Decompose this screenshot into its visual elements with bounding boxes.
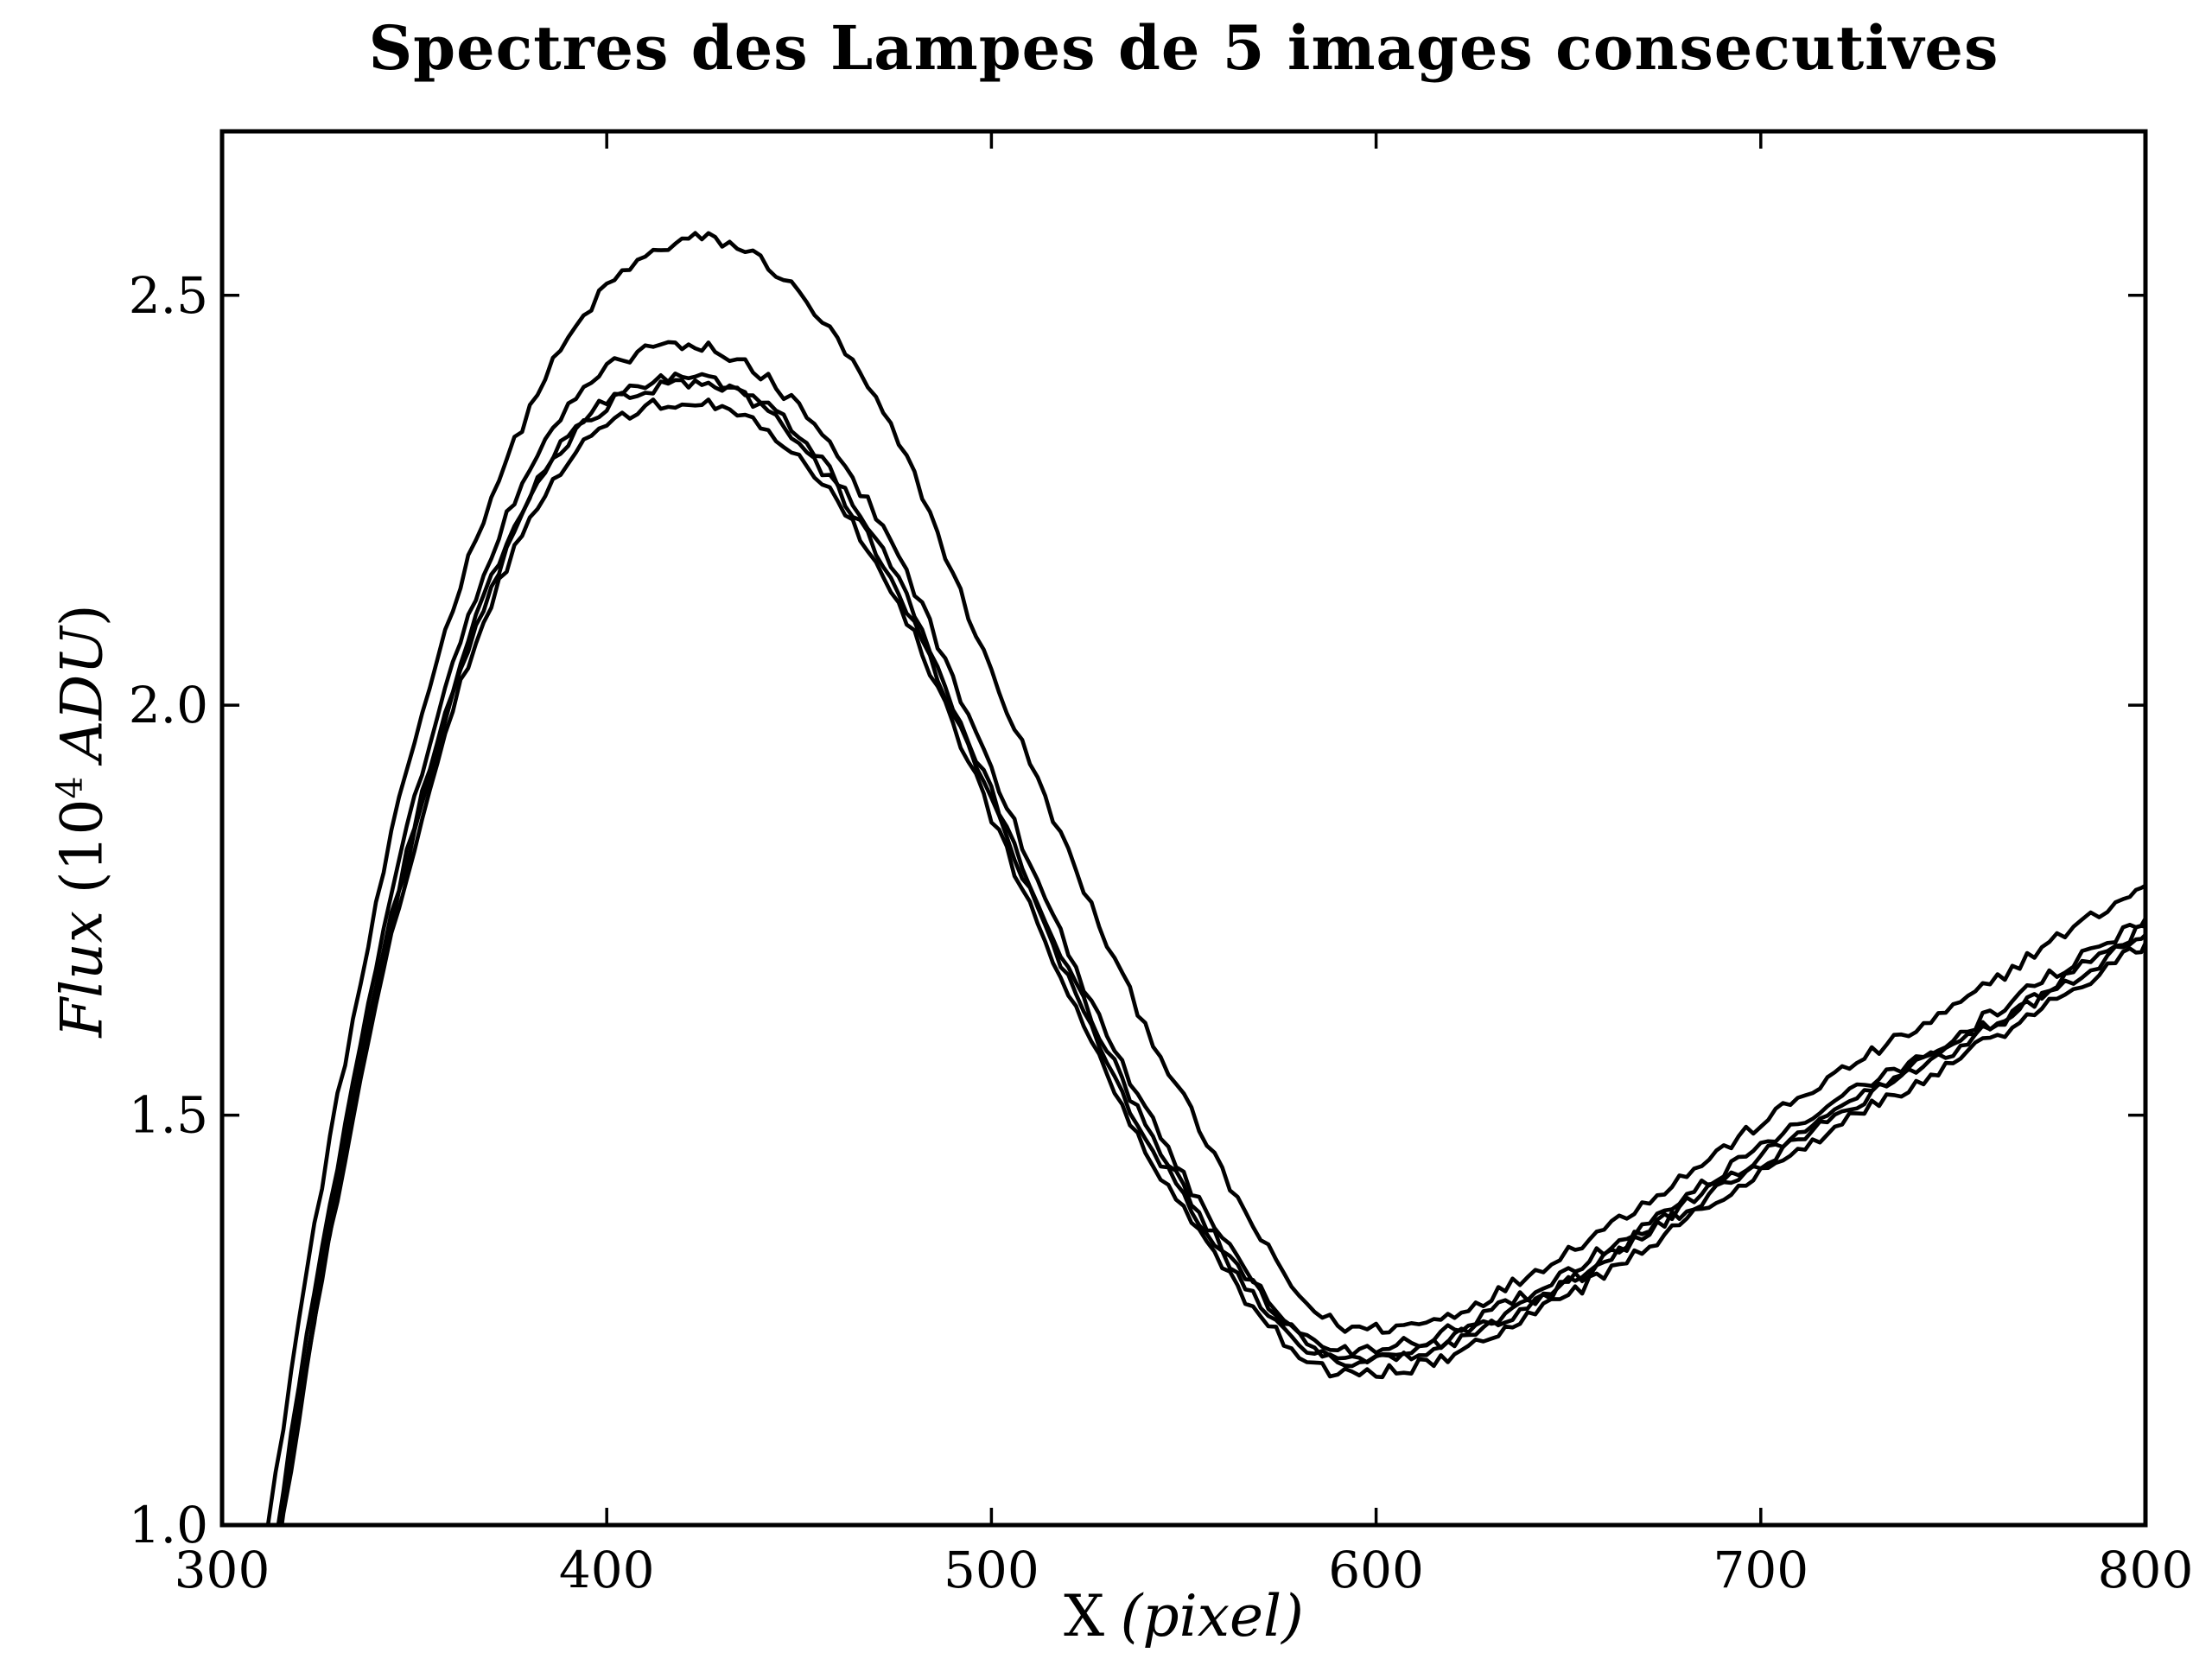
y-axis-label: Flux (104 ADU)	[49, 604, 116, 1037]
x-tick-label: 800	[2098, 1541, 2194, 1599]
y-tick-label: 1.0	[129, 1496, 208, 1554]
spectrum-curve-2	[276, 340, 2145, 1525]
y-axis-label-unit: ADU	[48, 626, 116, 762]
y-axis-label-open: (10	[48, 798, 116, 894]
y-tick-label: 2.0	[129, 676, 208, 734]
spectrum-curve-1	[265, 231, 2145, 1525]
y-tick-label: 2.5	[129, 266, 208, 325]
x-axis-label: X (pixel)	[222, 1583, 2145, 1649]
axis-tick-labels: 300 400 500 600 700 800 1.0 1.5 2.0 2.5	[129, 266, 2194, 1599]
x-axis-label-main: X	[1064, 1583, 1105, 1649]
x-tick-label: 600	[1328, 1541, 1424, 1599]
chart-title: Spectres des Lampes de 5 images consecut…	[368, 12, 1999, 84]
spectrum-curve-3	[278, 371, 2145, 1525]
x-tick-label: 400	[559, 1541, 655, 1599]
spectrum-curve-4	[278, 378, 2145, 1525]
spectrum-curve-5	[279, 397, 2145, 1525]
axis-ticks	[220, 131, 2147, 1527]
x-tick-label: 500	[944, 1541, 1039, 1599]
y-tick-label: 1.5	[129, 1086, 208, 1145]
plot-frame	[219, 129, 2148, 1528]
y-axis-label-close: )	[48, 604, 116, 627]
x-tick-label: 300	[175, 1541, 270, 1599]
spectra-curves	[265, 231, 2145, 1525]
y-axis-label-flux: Flux	[48, 911, 116, 1038]
x-tick-label: 700	[1713, 1541, 1808, 1599]
y-axis-label-exponent: 4	[49, 776, 91, 799]
x-axis-label-unit: (pixel)	[1120, 1583, 1304, 1649]
